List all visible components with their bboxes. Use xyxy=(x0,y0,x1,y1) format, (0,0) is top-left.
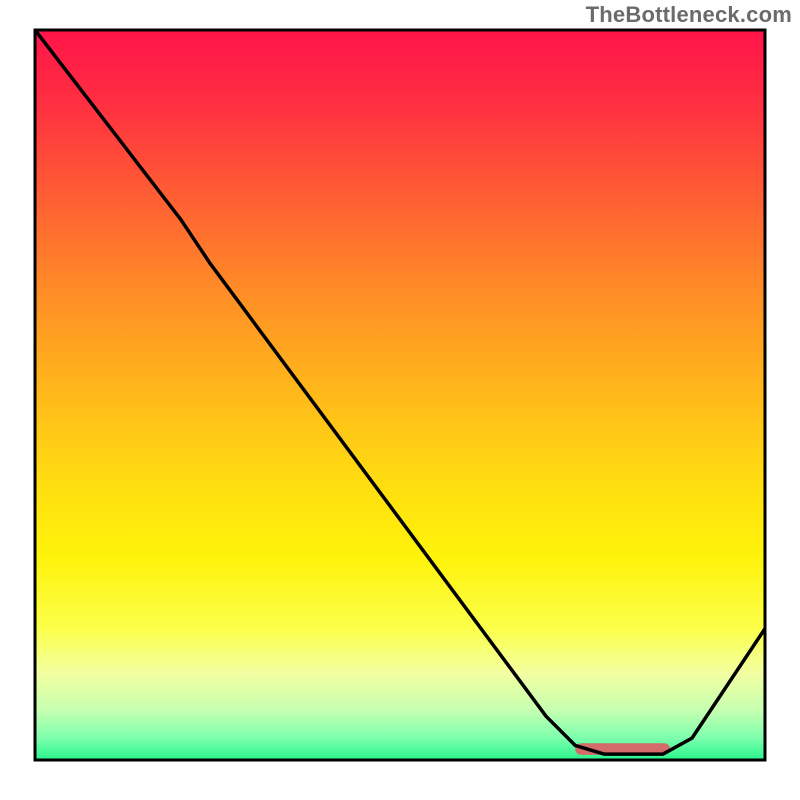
bottleneck-curve-chart xyxy=(0,0,800,800)
plot-background xyxy=(35,30,765,760)
chart-root: TheBottleneck.com xyxy=(0,0,800,800)
